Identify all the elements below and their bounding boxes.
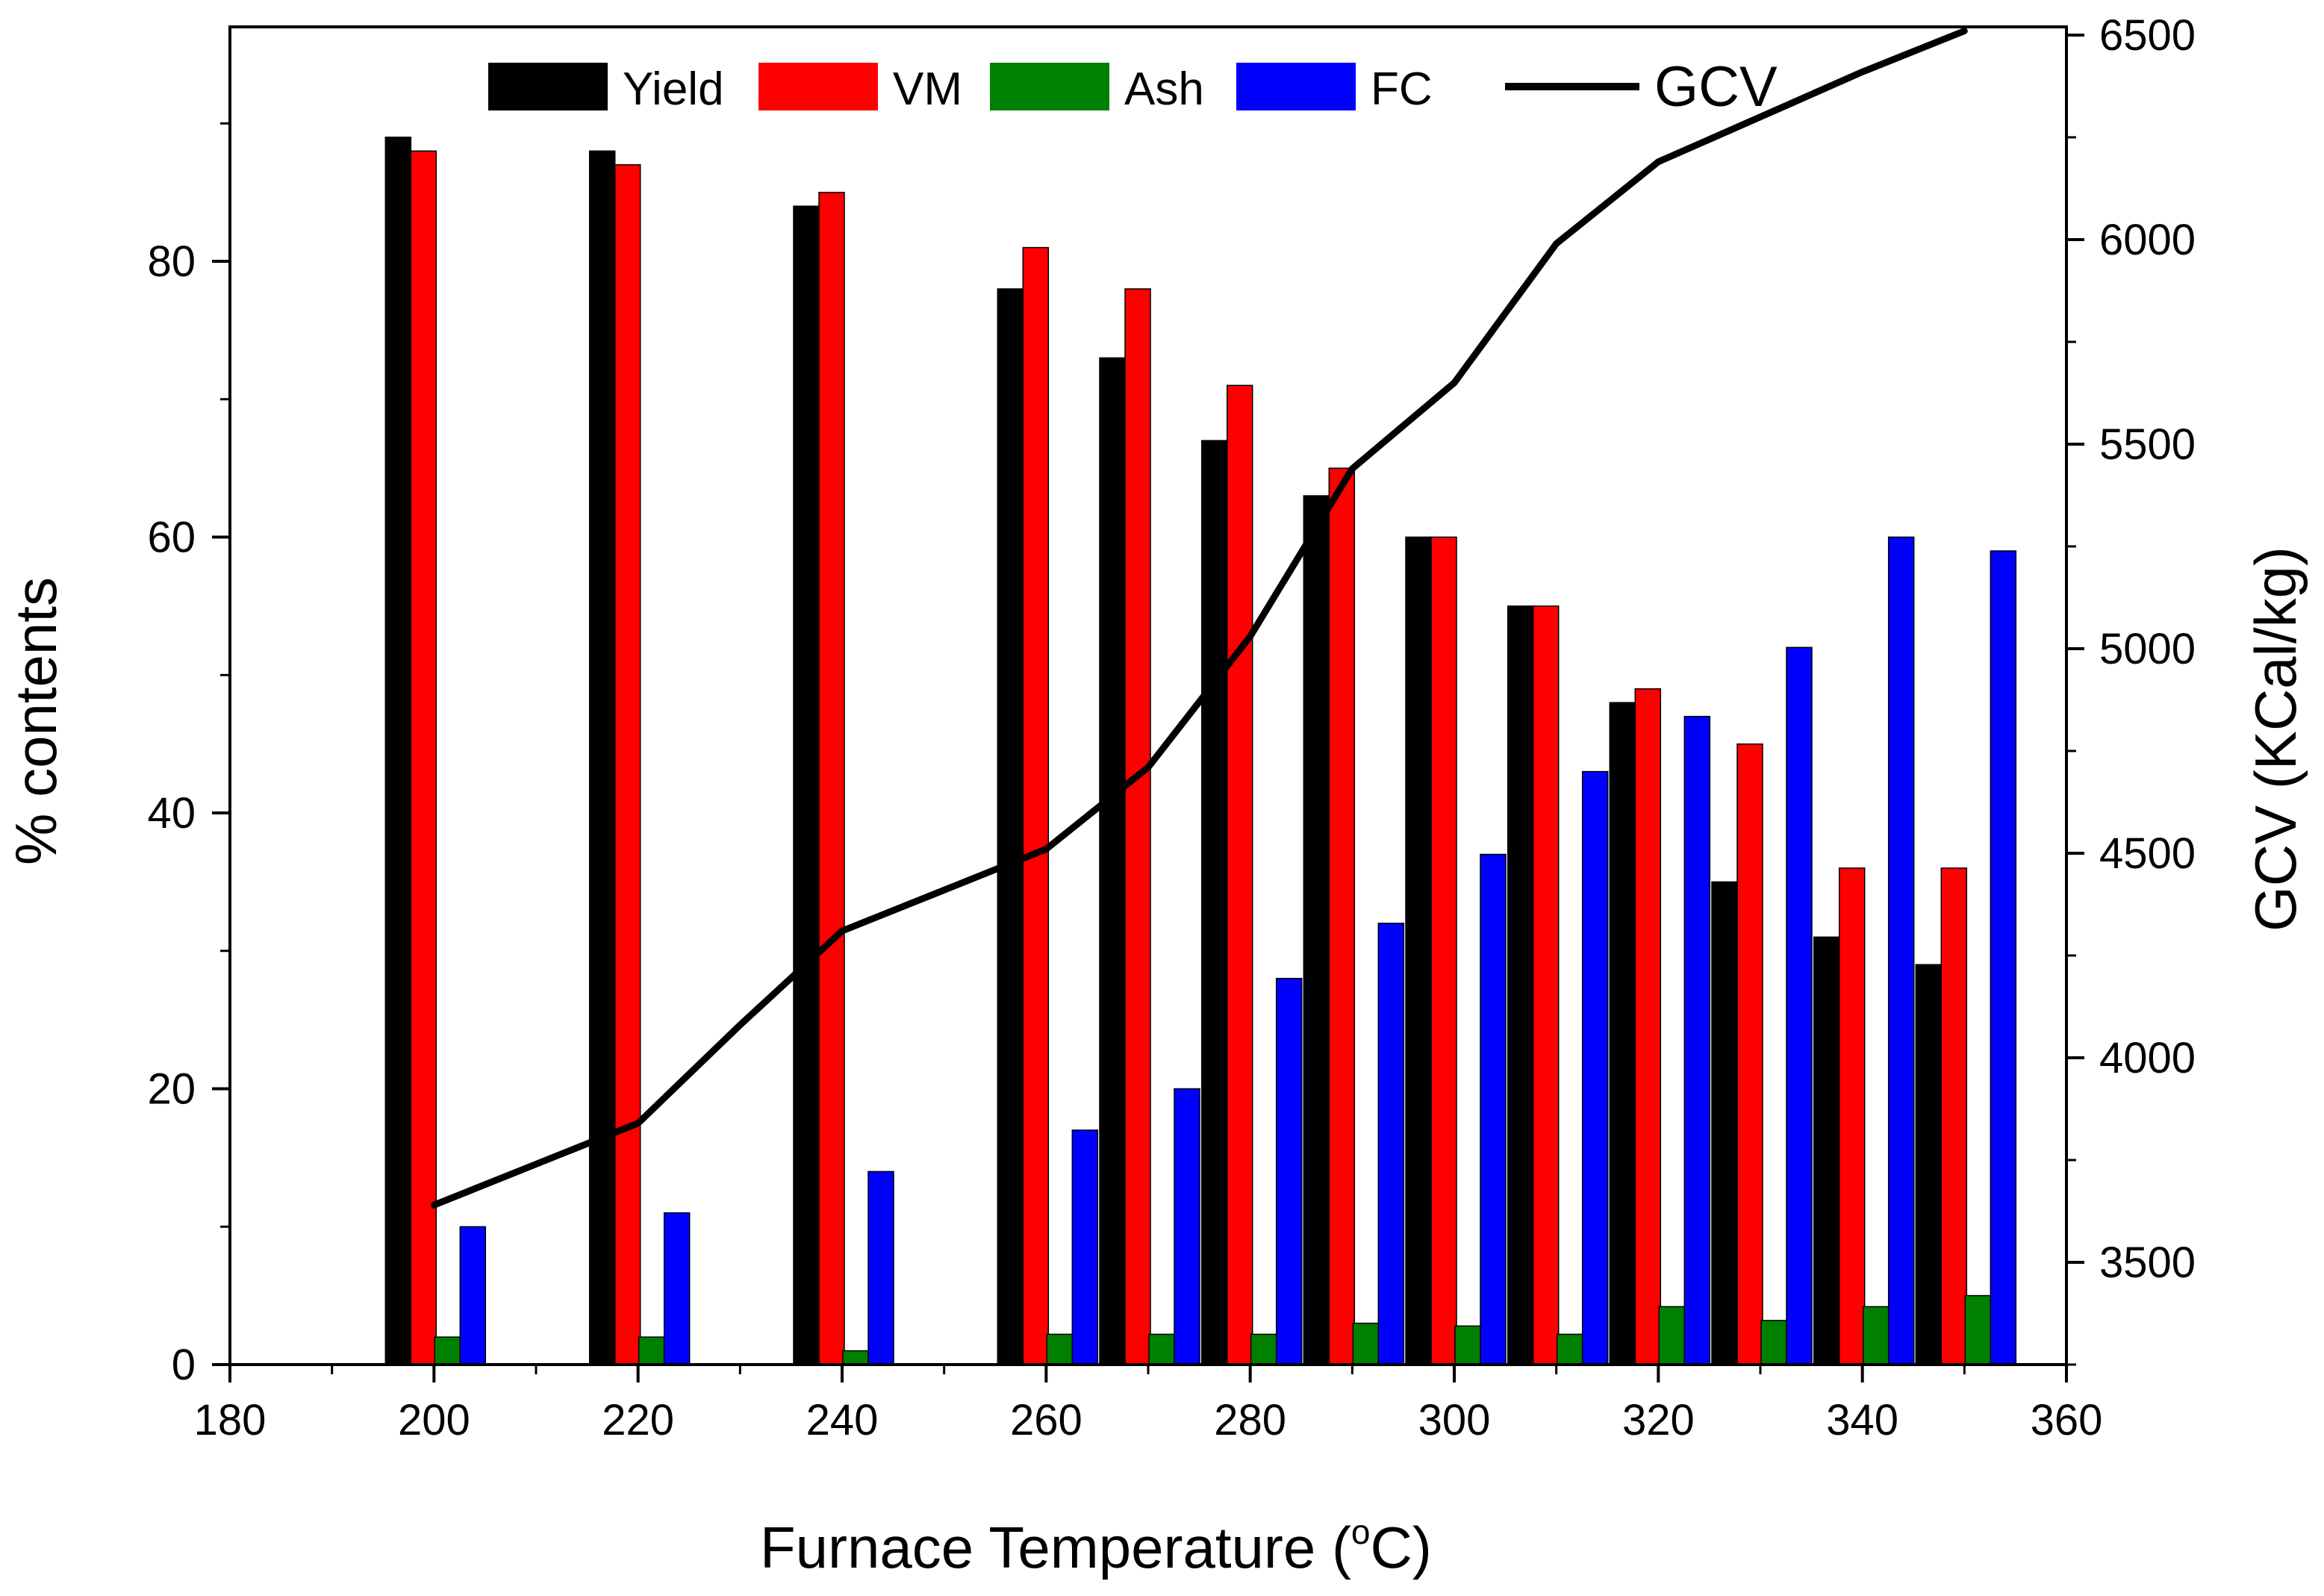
y-tick-label-0: 0 [172,1341,196,1389]
bar-ash-200 [434,1336,461,1365]
bar-vm-220 [614,163,641,1365]
y2-axis-title: GCV (KCal/kg) [2243,546,2308,932]
x-axis-title-unit: C) [1371,1515,1432,1580]
bar-fc-280 [1275,977,1303,1365]
legend-label-ash: Ash [1124,63,1204,115]
bar-yield-280 [1200,440,1228,1365]
bar-vm-300 [1430,536,1457,1365]
bar-fc-270 [1174,1088,1200,1365]
bar-fc-200 [459,1226,487,1365]
bar-vm-240 [818,191,845,1365]
axes-layer: 180 200 220 240 260 280 300 320 340 360 0 20 40 60 80 3… [147,11,2196,1444]
x-tick-label-200: 200 [398,1396,470,1444]
bar-ash-260 [1046,1333,1074,1365]
bar-ash-340 [1862,1306,1890,1365]
y-tick-label-40: 40 [147,789,196,838]
bar-ash-300 [1454,1325,1481,1365]
bar-vm-340 [1838,867,1866,1365]
bar-yield-300 [1405,536,1432,1365]
legend-label-gcv: GCV [1654,55,1778,119]
bar-yield-330 [1711,881,1738,1365]
bar-fc-220 [663,1212,691,1365]
legend-label-yield: Yield [623,63,724,115]
bar-yield-240 [793,205,820,1365]
legend-swatch-ash [990,63,1109,110]
bar-fc-350 [1990,550,2017,1365]
legend: Yield VM Ash FC GCV [488,55,1778,119]
legend-label-vm: VM [893,63,962,115]
bar-fc-300 [1480,853,1507,1365]
legend-swatch-fc [1236,63,1356,110]
bar-fc-310 [1581,770,1609,1365]
y2-tick-label-6000: 6000 [2099,216,2196,264]
legend-label-fc: FC [1371,63,1433,115]
bar-yield-260 [997,288,1024,1365]
x-tick-label-300: 300 [1418,1396,1491,1444]
bar-vm-320 [1634,688,1662,1365]
y-tick-label-20: 20 [147,1065,196,1114]
bar-ash-310 [1556,1333,1583,1365]
bar-ash-320 [1658,1306,1686,1365]
y2-tick-label-3500: 3500 [2099,1238,2196,1287]
bar-ash-350 [1964,1294,1992,1365]
bar-yield-290 [1303,495,1330,1365]
x-tick-label-260: 260 [1010,1396,1082,1444]
bar-ash-270 [1148,1333,1175,1365]
bar-vm-270 [1124,288,1151,1365]
x-tick-label-240: 240 [806,1396,879,1444]
bar-yield-310 [1507,605,1534,1365]
y2-tick-label-6500: 6500 [2099,11,2196,60]
y2-tick-label-4500: 4500 [2099,829,2196,878]
y-tick-label-60: 60 [147,514,196,562]
bar-ash-220 [638,1336,665,1365]
bar-yield-350 [1915,964,1943,1365]
bar-vm-280 [1226,384,1253,1365]
bar-yield-220 [588,150,616,1365]
x-axis-title-degree: o [1351,1512,1371,1551]
bar-vm-350 [1940,867,1968,1365]
y2-tick-label-5000: 5000 [2099,625,2196,673]
gcv-line [430,28,1968,1209]
bar-ash-290 [1352,1322,1380,1365]
y2-tick-label-4000: 4000 [2099,1034,2196,1082]
bar-fc-260 [1071,1129,1099,1365]
bars-layer [384,137,2017,1365]
bar-yield-340 [1813,936,1840,1365]
legend-swatch-yield [488,63,608,110]
legend-swatch-vm [758,63,878,110]
x-tick-label-320: 320 [1622,1396,1695,1444]
y-axis-title: % contents [3,577,69,865]
bar-ash-330 [1760,1320,1787,1365]
y2-tick-label-5500: 5500 [2099,420,2196,469]
bar-vm-290 [1328,467,1356,1365]
bar-ash-240 [842,1350,869,1365]
gcv-line-layer [430,28,1968,1209]
bar-fc-290 [1377,923,1405,1365]
bar-yield-270 [1099,357,1126,1365]
x-tick-label-180: 180 [194,1396,267,1444]
bar-fc-330 [1786,646,1813,1365]
y-tick-label-80: 80 [147,237,196,286]
x-tick-label-280: 280 [1214,1396,1286,1444]
x-tick-label-340: 340 [1826,1396,1898,1444]
x-tick-label-360: 360 [2031,1396,2103,1444]
bar-yield-320 [1609,702,1636,1365]
bar-vm-310 [1532,605,1560,1365]
bar-vm-330 [1736,743,1763,1365]
bar-yield-200 [384,137,412,1365]
x-axis-title-main: Furnace Temperature ( [760,1515,1351,1580]
bar-vm-260 [1022,246,1050,1365]
bar-vm-200 [410,150,437,1365]
bar-ash-280 [1250,1333,1277,1365]
bar-fc-240 [867,1170,894,1365]
bar-fc-320 [1683,715,1711,1365]
x-axis-title: Furnace Temperature (oC) [760,1512,1432,1580]
bar-fc-340 [1887,536,1915,1365]
x-tick-label-220: 220 [602,1396,674,1444]
